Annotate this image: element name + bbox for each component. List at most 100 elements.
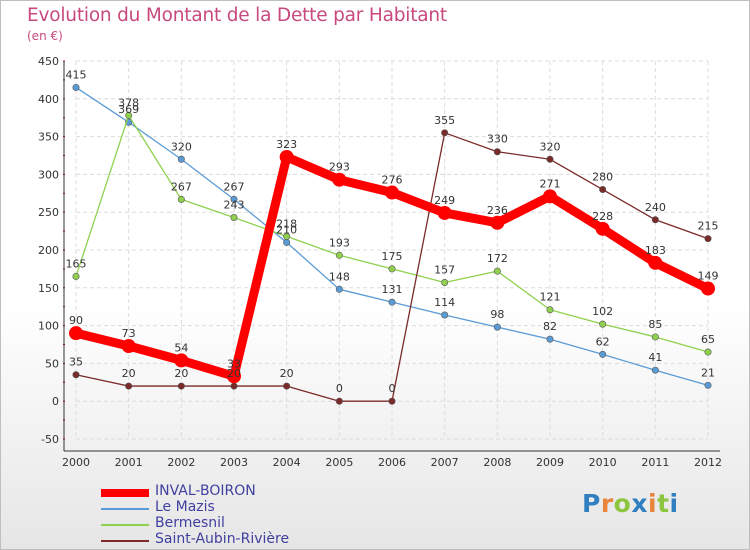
data-point xyxy=(546,335,554,343)
data-point xyxy=(441,311,449,319)
data-label: 271 xyxy=(540,177,561,190)
data-label: 323 xyxy=(276,138,297,151)
data-label: 85 xyxy=(648,318,662,331)
data-point xyxy=(648,255,663,270)
data-point xyxy=(599,186,607,194)
data-label: 183 xyxy=(645,244,666,257)
data-point xyxy=(125,111,133,119)
x-tick-label: 2009 xyxy=(536,456,564,469)
data-point xyxy=(174,353,189,368)
data-label: 378 xyxy=(118,96,139,109)
data-point xyxy=(283,238,291,246)
data-point xyxy=(599,320,607,328)
data-point xyxy=(177,382,185,390)
data-point xyxy=(121,339,136,354)
data-point xyxy=(546,306,554,314)
y-tick-label: 300 xyxy=(38,168,59,181)
data-label: 267 xyxy=(224,180,245,193)
logo-letter: i xyxy=(648,489,658,518)
data-point xyxy=(388,397,396,405)
data-label: 165 xyxy=(66,257,87,270)
logo-letter: o xyxy=(613,489,632,518)
data-label: 330 xyxy=(487,133,508,146)
data-label: 215 xyxy=(698,220,719,233)
legend-swatch-bermesnil xyxy=(101,524,149,526)
data-point xyxy=(335,397,343,405)
logo-letter: r xyxy=(600,489,614,518)
legend-item-saint-aubin-riviere: Saint-Aubin-Rivière xyxy=(101,531,361,549)
data-point xyxy=(385,185,399,200)
x-tick-label: 2012 xyxy=(694,456,722,469)
data-label: 369 xyxy=(118,103,139,116)
data-label: 415 xyxy=(66,68,87,81)
data-point xyxy=(651,333,659,341)
data-point xyxy=(701,281,715,296)
data-label: 20 xyxy=(122,367,136,380)
data-point xyxy=(230,213,238,221)
y-tick-label: 200 xyxy=(38,244,59,257)
data-label: 35 xyxy=(69,356,83,369)
data-label: 20 xyxy=(280,367,294,380)
data-label: 172 xyxy=(487,252,508,265)
data-point xyxy=(490,215,505,230)
y-tick-label: 350 xyxy=(38,131,59,144)
x-tick-label: 2004 xyxy=(273,456,301,469)
data-label: 90 xyxy=(69,314,83,327)
data-label: 114 xyxy=(434,296,455,309)
data-point xyxy=(72,83,80,91)
data-point xyxy=(72,371,80,379)
legend-label: Le Mazis xyxy=(155,499,215,515)
data-label: 62 xyxy=(596,335,610,348)
data-point xyxy=(493,267,501,275)
legend-label: Bermesnil xyxy=(155,515,225,531)
x-tick-label: 2010 xyxy=(589,456,617,469)
data-point xyxy=(72,272,80,280)
data-label: 240 xyxy=(645,201,666,214)
logo-letter: P xyxy=(582,489,601,518)
data-label: 175 xyxy=(382,250,403,263)
data-label: 320 xyxy=(171,140,192,153)
x-tick-label: 2011 xyxy=(641,456,669,469)
data-label: 148 xyxy=(329,270,350,283)
data-label: 0 xyxy=(336,382,343,395)
data-label: 210 xyxy=(276,223,297,236)
data-label: 218 xyxy=(276,217,297,230)
data-point xyxy=(177,155,185,163)
chart-title: Evolution du Montant de la Dette par Hab… xyxy=(27,5,447,26)
data-point xyxy=(595,221,610,236)
data-label: 82 xyxy=(543,320,557,333)
data-point xyxy=(332,172,347,187)
data-point xyxy=(227,369,241,384)
data-label: 33 xyxy=(227,357,241,370)
data-point xyxy=(125,382,133,390)
x-tick-label: 2008 xyxy=(483,456,511,469)
logo-letter: i xyxy=(669,489,679,518)
y-tick-label: 250 xyxy=(38,206,59,219)
y-tick-label: 450 xyxy=(38,55,59,68)
data-point xyxy=(493,148,501,156)
data-label: 267 xyxy=(171,180,192,193)
data-point xyxy=(335,251,343,259)
data-point xyxy=(69,326,83,341)
data-point xyxy=(441,129,449,137)
data-point xyxy=(546,155,554,163)
x-tick-label: 2000 xyxy=(62,456,90,469)
legend-label: Saint-Aubin-Rivière xyxy=(155,531,290,547)
data-label: 54 xyxy=(174,341,188,354)
proxiti-logo: Proxiti xyxy=(582,489,679,518)
data-label: 0 xyxy=(389,382,396,395)
data-label: 249 xyxy=(434,194,455,207)
data-point xyxy=(651,216,659,224)
data-point xyxy=(599,350,607,358)
data-point xyxy=(279,150,294,165)
x-tick-label: 2002 xyxy=(167,456,195,469)
data-label: 73 xyxy=(122,327,136,340)
legend-item-le-mazis: Le Mazis xyxy=(101,499,361,517)
data-label: 293 xyxy=(329,161,350,174)
data-label: 243 xyxy=(224,198,245,211)
logo-letter: x xyxy=(631,489,648,518)
unit-label: (en €) xyxy=(27,29,63,43)
data-label: 21 xyxy=(701,366,715,379)
y-tick-label: 0 xyxy=(52,395,59,408)
